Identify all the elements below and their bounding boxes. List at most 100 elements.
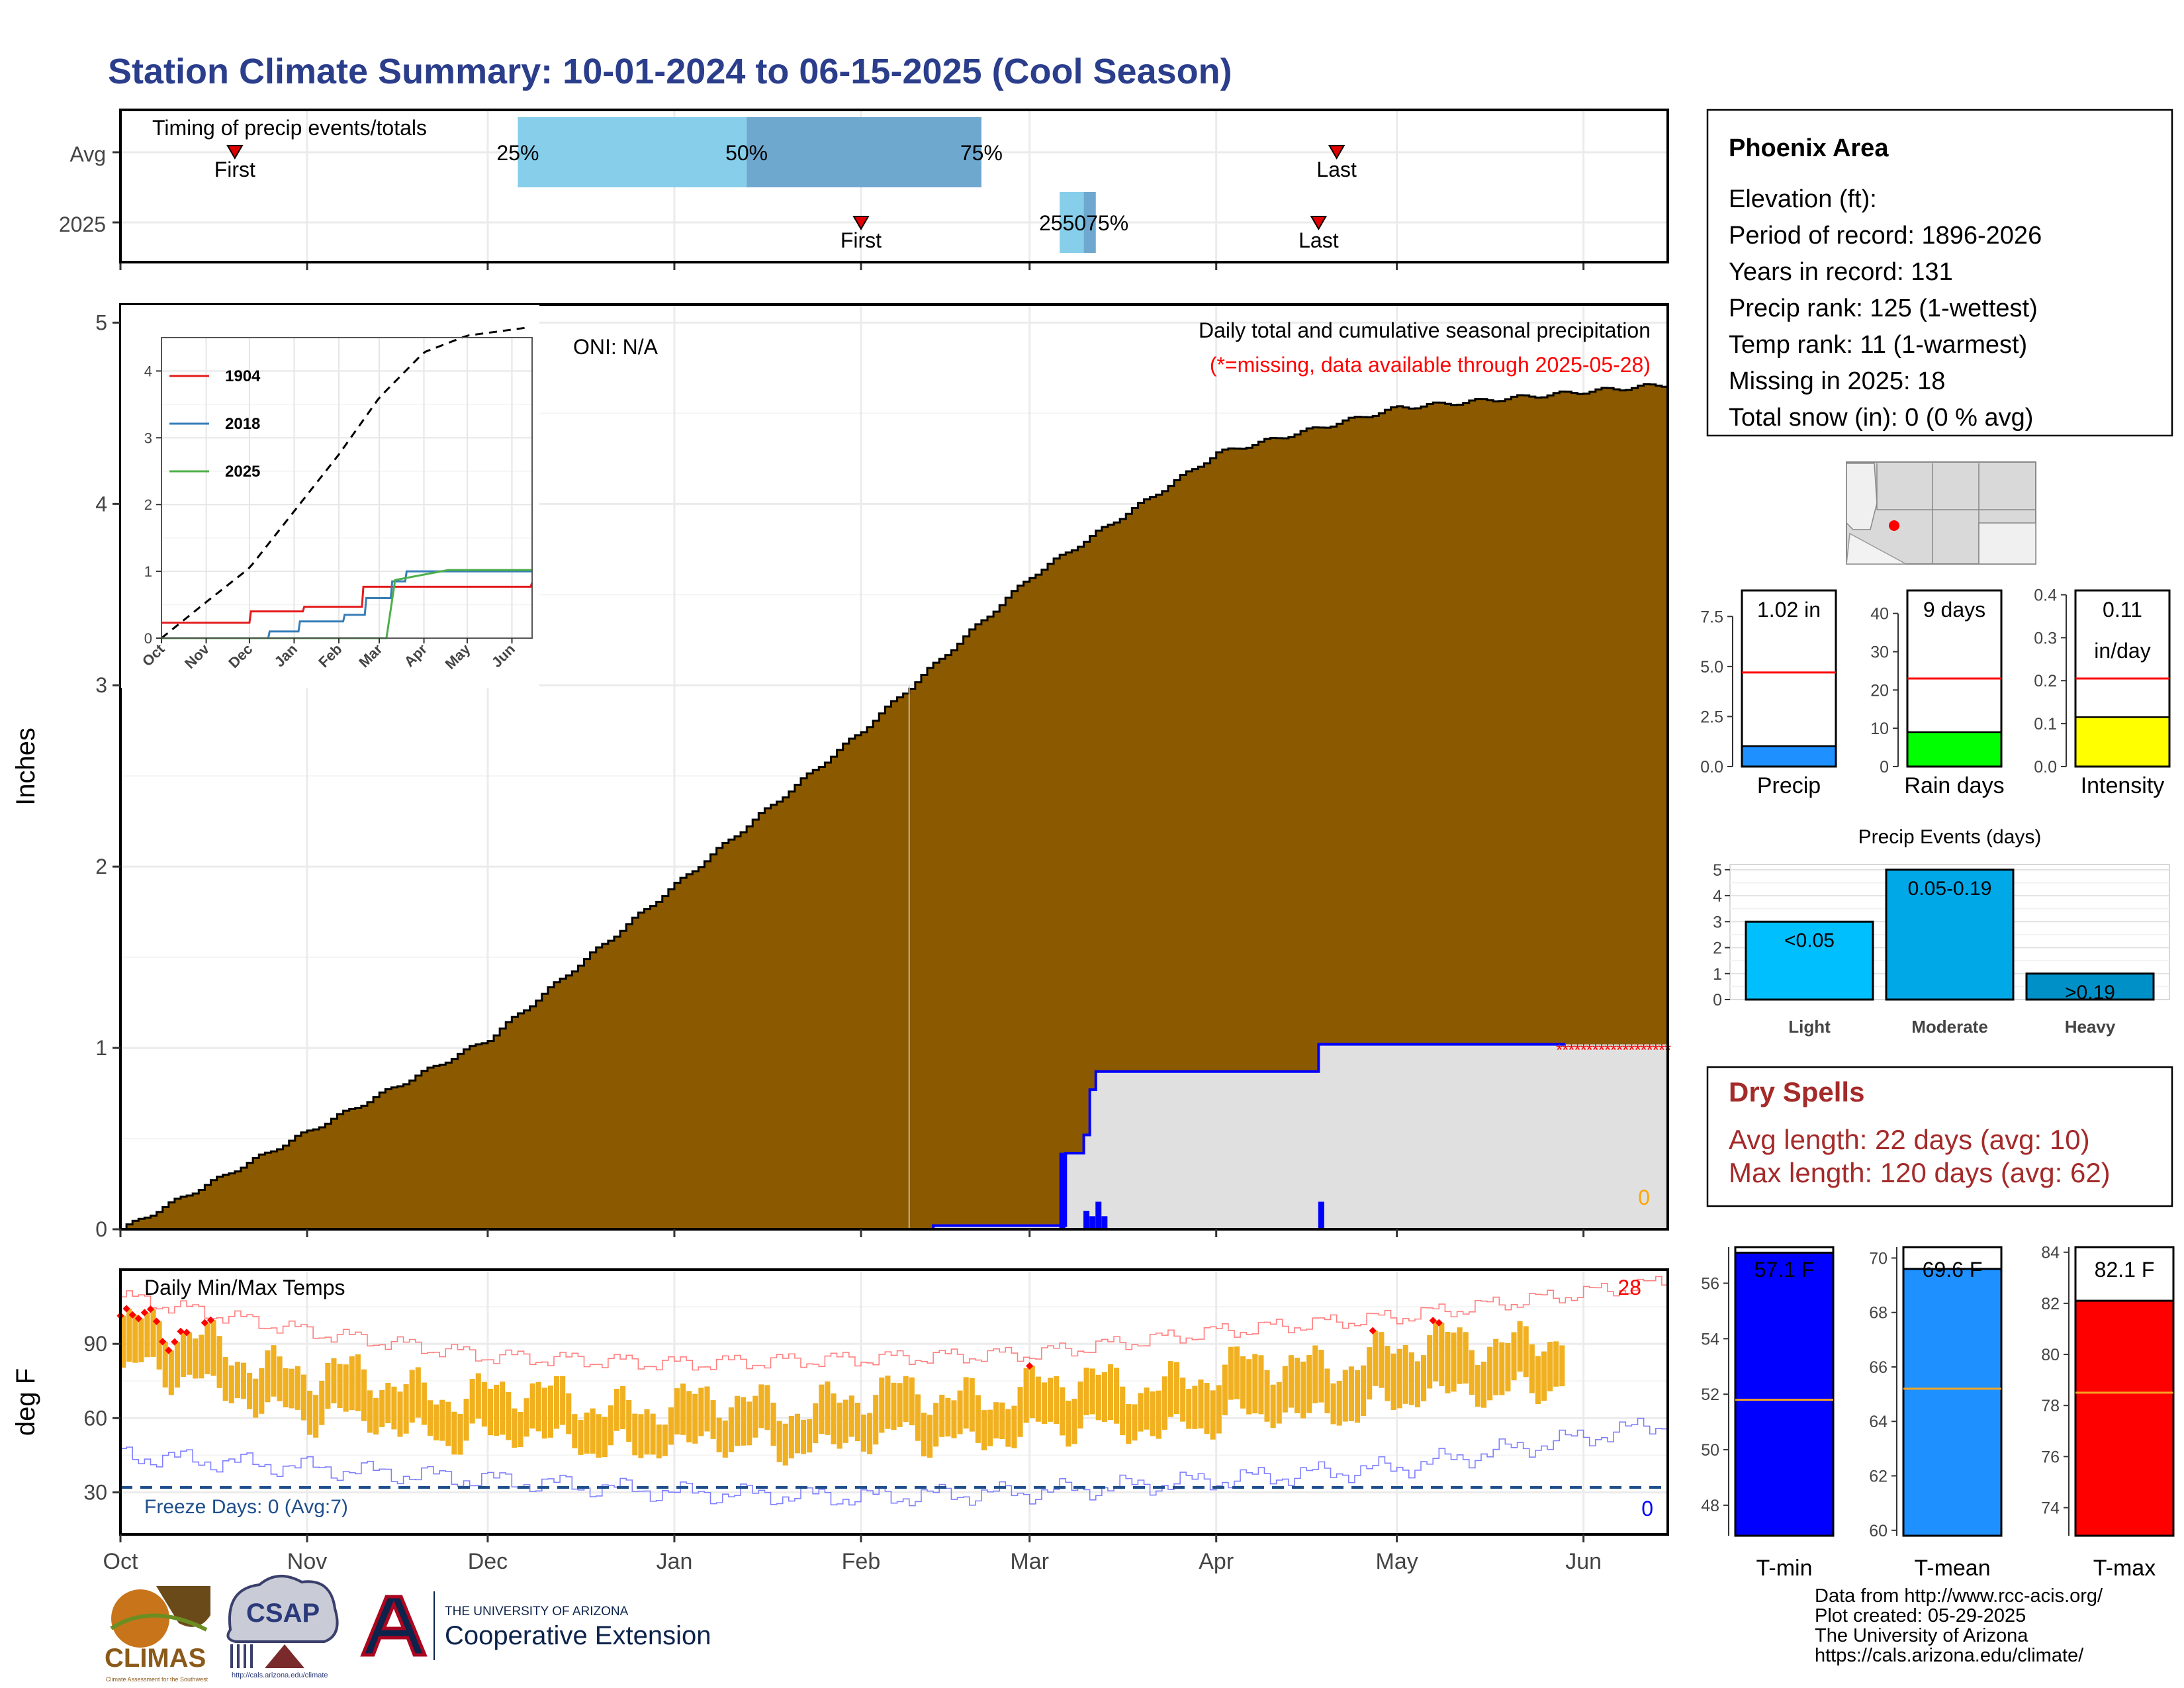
avg-first-marker bbox=[226, 145, 244, 160]
daily-temp-bar bbox=[1361, 1365, 1367, 1417]
events-category-label: Moderate bbox=[1911, 1017, 1988, 1037]
avg-pct-label: 75% bbox=[960, 141, 1003, 165]
rain-days-y-tick-label: 10 bbox=[1870, 720, 1889, 738]
daily-temp-bar bbox=[686, 1391, 692, 1442]
daily-temp-bar bbox=[174, 1342, 180, 1388]
month-axis-labels: Oct Nov Dec Jan Feb Mar Apr May Jun bbox=[103, 1534, 1602, 1574]
daily-temp-bar bbox=[180, 1331, 187, 1378]
daily-temp-bar bbox=[433, 1404, 439, 1440]
csap-text: CSAP bbox=[246, 1599, 320, 1628]
events-bar-light bbox=[1745, 920, 1874, 1001]
precip-events-chart: Precip Events (days) 0 1 2 3 4 5 <0.05 Light 0.0… bbox=[1713, 826, 2170, 1037]
precip-y-tick-label: 7.5 bbox=[1700, 608, 1723, 626]
daily-temp-bar bbox=[529, 1383, 535, 1429]
daily-temp-bar bbox=[518, 1411, 523, 1448]
daily-temp-bar bbox=[903, 1376, 909, 1422]
daily-temp-bar bbox=[1487, 1346, 1493, 1401]
daily-temp-bar bbox=[1276, 1382, 1282, 1424]
csap-mountain bbox=[265, 1644, 304, 1668]
daily-temp-bar bbox=[1198, 1379, 1204, 1429]
daily-temp-bar bbox=[1017, 1387, 1023, 1437]
events-bar-moderate bbox=[1885, 868, 2015, 1001]
daily-temp-bar bbox=[367, 1390, 373, 1433]
avg-pct-label: 25% bbox=[496, 141, 539, 165]
record-high-count: 28 bbox=[1617, 1276, 1641, 1299]
daily-temp-bar bbox=[644, 1409, 650, 1455]
daily-temp-bar bbox=[764, 1385, 770, 1430]
csap-cloud bbox=[226, 1574, 339, 1643]
avg-last-label: Last bbox=[1316, 158, 1357, 181]
daily-temp-bar bbox=[331, 1358, 337, 1403]
daily-temp-bar bbox=[1300, 1361, 1306, 1419]
daily-temp-bar bbox=[1150, 1391, 1156, 1436]
daily-temp-bar bbox=[680, 1383, 686, 1435]
missing-data-markers: ******************* bbox=[1556, 1040, 1671, 1060]
tmin-y-tick-label: 54 bbox=[1701, 1330, 1719, 1348]
temp-title: Daily Min/Max Temps bbox=[144, 1276, 345, 1299]
daily-temp-bar bbox=[1517, 1321, 1523, 1372]
missing-marker: * bbox=[1616, 1040, 1623, 1060]
missing-marker: * bbox=[1568, 1040, 1574, 1060]
cumulative-2025-area bbox=[120, 1044, 1668, 1229]
inset-legend: 1904 2018 2025 bbox=[169, 367, 261, 481]
missing-marker: * bbox=[1647, 1040, 1653, 1060]
month-tick-label: Oct bbox=[103, 1549, 138, 1574]
climas-logo: CLIMAS Climate Assessment for the Southw… bbox=[105, 1586, 210, 1683]
record-high-marker bbox=[201, 1319, 209, 1327]
missing-marker: * bbox=[1586, 1040, 1593, 1060]
daily-temp-bar bbox=[409, 1370, 415, 1423]
daily-temp-bar bbox=[1439, 1323, 1445, 1386]
daily-temp-bar bbox=[313, 1395, 319, 1438]
intensity-y-tick-label: 0.1 bbox=[2034, 715, 2057, 733]
tmax-y-tick-label: 80 bbox=[2041, 1346, 2060, 1364]
events-category-label: Heavy bbox=[2065, 1017, 2116, 1037]
daily-temp-bar bbox=[710, 1400, 716, 1439]
daily-temp-bar bbox=[1270, 1384, 1276, 1429]
daily-temp-bar bbox=[1167, 1361, 1174, 1417]
events-y-tick-label: 5 bbox=[1713, 861, 1722, 880]
timing-labels: First Last First Last 25% 50% 75% 255075% bbox=[214, 141, 1357, 252]
dry-spells-box: Dry Spells Avg length: 22 days (avg: 10)… bbox=[1706, 1066, 2173, 1207]
tmean-frame bbox=[1902, 1246, 2003, 1537]
footer-url: https://cals.arizona.edu/climate/ bbox=[1815, 1645, 2084, 1666]
rain-days-y-tick-label: 30 bbox=[1870, 643, 1889, 662]
daily-temp-bar bbox=[584, 1412, 590, 1454]
inset-frame bbox=[161, 337, 533, 639]
daily-temp-bar bbox=[1161, 1376, 1167, 1430]
inset-legend-label: 2025 bbox=[225, 463, 260, 481]
daily-temp-bar bbox=[1029, 1366, 1035, 1419]
missing-marker: * bbox=[1580, 1040, 1587, 1060]
daily-temp-bar bbox=[355, 1354, 361, 1411]
daily-temp-bar bbox=[240, 1362, 247, 1399]
daily-temp-bar bbox=[523, 1398, 529, 1437]
daily-temp-bar bbox=[547, 1385, 554, 1438]
daily-temp-bar bbox=[1264, 1370, 1270, 1422]
daily-temp-bar bbox=[1421, 1355, 1427, 1401]
daily-temp-bar bbox=[1089, 1368, 1095, 1415]
daily-temp-bar bbox=[397, 1391, 403, 1437]
daily-temp-bar bbox=[307, 1390, 313, 1435]
daily-temp-bar bbox=[1547, 1342, 1553, 1391]
precip-category-label: Precip bbox=[1757, 773, 1821, 798]
daily-temp-bar bbox=[1005, 1409, 1011, 1447]
daily-temp-bar bbox=[228, 1365, 234, 1403]
daily-temp-bar bbox=[253, 1378, 259, 1418]
daily-temp-bar bbox=[1379, 1332, 1385, 1388]
daily-temp-bar bbox=[758, 1384, 764, 1429]
daily-temp-bar bbox=[993, 1402, 999, 1438]
daily-temp-bar bbox=[1192, 1385, 1198, 1429]
daily-temp-bar bbox=[770, 1402, 776, 1446]
record-high-marker bbox=[1435, 1319, 1443, 1327]
daily-temp-bar bbox=[1541, 1351, 1547, 1401]
ua-line2: Cooperative Extension bbox=[445, 1621, 711, 1650]
onset-bar-50-75 bbox=[747, 117, 981, 187]
daily-temp-bar bbox=[813, 1403, 819, 1444]
inset-y-tick-label: 4 bbox=[144, 363, 152, 379]
daily-temp-bar bbox=[909, 1377, 915, 1426]
daily-temp-bar bbox=[1083, 1368, 1089, 1415]
daily-temp-bar bbox=[403, 1384, 409, 1434]
main-frame bbox=[119, 303, 1669, 1231]
daily-temp-bar bbox=[1511, 1332, 1517, 1381]
daily-temp-bar bbox=[1427, 1335, 1433, 1389]
